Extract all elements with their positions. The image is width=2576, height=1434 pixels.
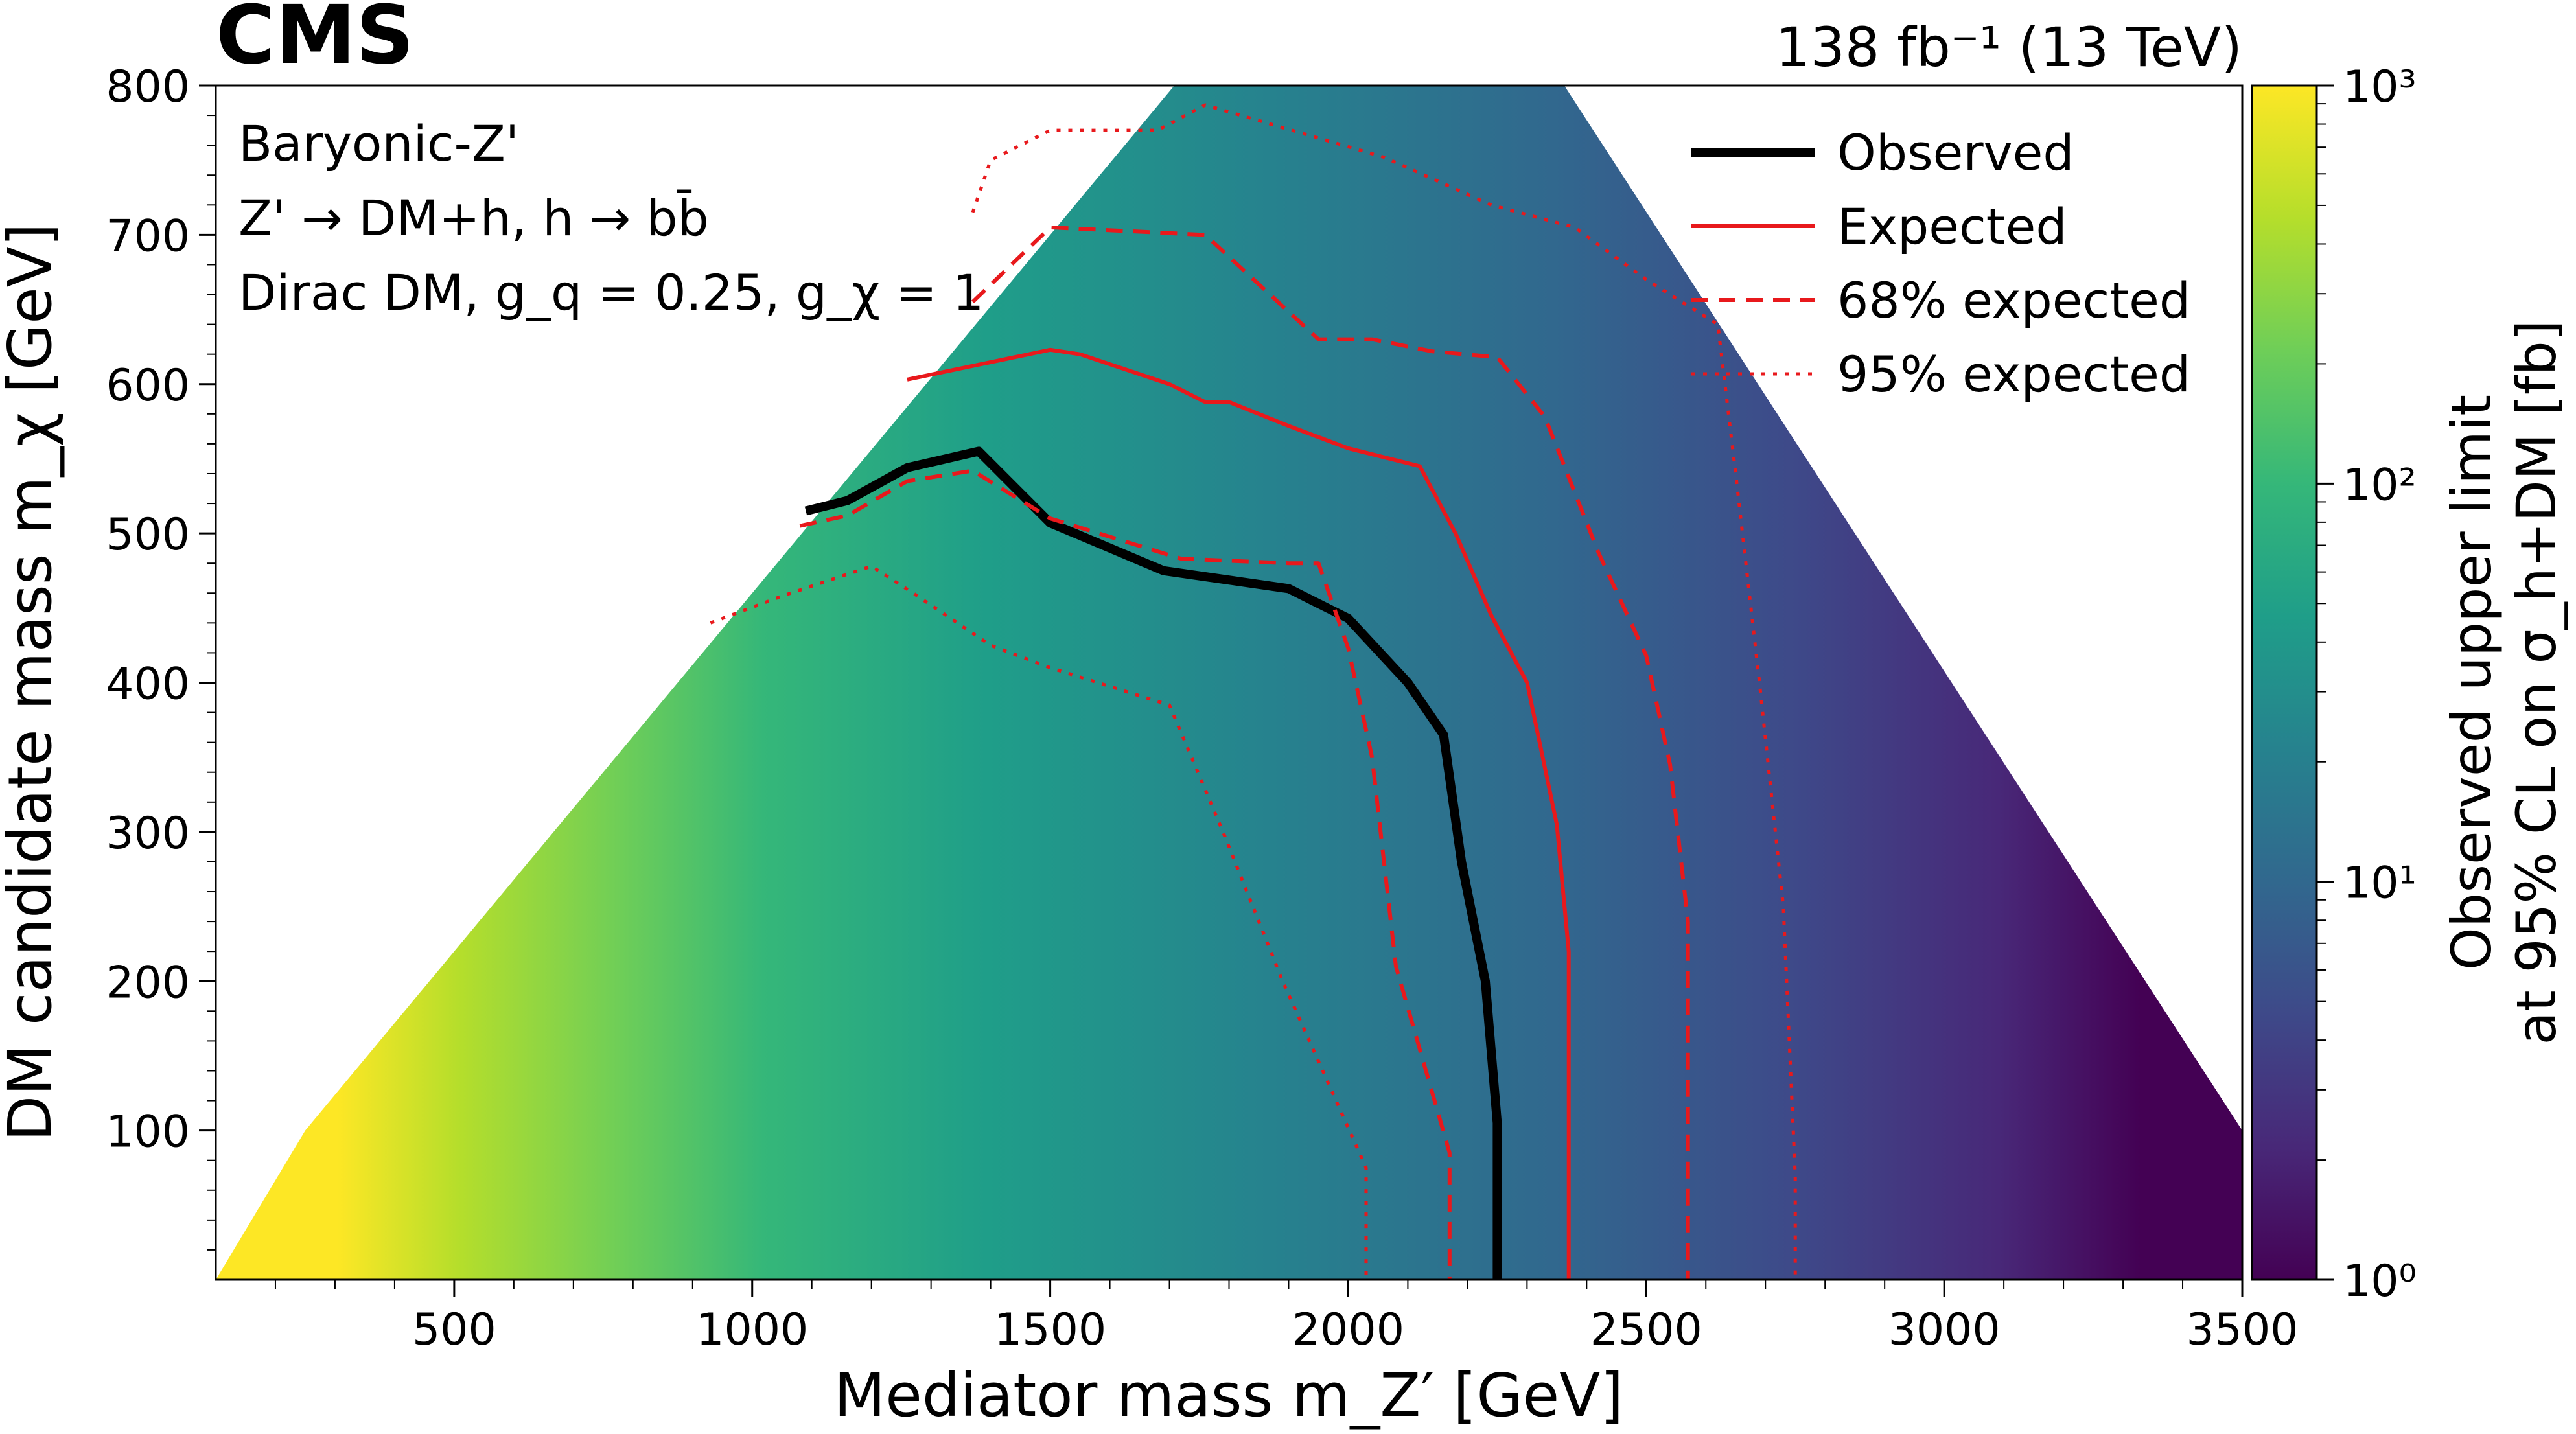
series-line-observed-1: [804, 446, 1502, 1280]
y-tick-label: 500: [106, 509, 190, 561]
model-line-1: Baryonic-Z': [238, 115, 519, 172]
lumi-label: 138 fb⁻¹ (13 TeV): [1776, 16, 2242, 79]
model-line-2: Z' → DM+h, h → bb̄: [238, 189, 709, 247]
x-tick-label: 2000: [1292, 1304, 1404, 1356]
y-axis-label: DM candidate mass m_χ [GeV]: [0, 223, 65, 1141]
y-tick-label: 100: [106, 1107, 190, 1158]
x-tick-label: 3500: [2186, 1304, 2298, 1356]
y-tick-label: 300: [106, 808, 190, 859]
x-tick-label: 3000: [1888, 1304, 2001, 1356]
legend-label: Observed: [1837, 124, 2074, 181]
y-tick-label: 200: [106, 957, 190, 1008]
colorbar-tick-label: 10³: [2343, 62, 2417, 113]
legend-label: Expected: [1837, 198, 2067, 255]
model-line-3: Dirac DM, g_q = 0.25, g_χ = 1: [238, 264, 984, 321]
y-tick-label: 400: [106, 659, 190, 710]
heatmap-region: [216, 86, 2242, 1280]
colorbar: [2251, 84, 2318, 1281]
colorbar-label-line-1: Observed upper limit: [2440, 395, 2503, 970]
limit-contours: [710, 103, 1797, 1280]
legend-label: 68% expected: [1837, 272, 2190, 329]
colorbar-label-line-2: at 95% CL on σ_h+DM [fb]: [2505, 319, 2568, 1045]
colorbar-tick-label: 10¹: [2343, 858, 2417, 909]
series-line-68-expected-2: [799, 468, 1452, 1280]
y-axis: 100 200 300 400 500 600 700 800: [106, 62, 216, 1251]
colorbar-tick-label: 10⁰: [2343, 1256, 2417, 1307]
x-tick-label: 500: [412, 1304, 496, 1356]
y-tick-label: 800: [106, 62, 190, 113]
series-line-68-expected-1: [971, 225, 1690, 1280]
x-tick-label: 2500: [1590, 1304, 1702, 1356]
x-tick-label: 1500: [994, 1304, 1106, 1356]
y-tick-label: 600: [106, 360, 190, 411]
experiment-label: CMS: [216, 0, 414, 82]
colorbar-axis: 10⁰ 10¹ 10² 10³: [2317, 62, 2417, 1307]
x-axis: 500 1000 1500 2000 2500 3000 3500: [274, 1280, 2299, 1356]
colorbar-tick-label: 10²: [2343, 459, 2417, 511]
legend: Observed Expected 68% expected 95% expected: [1691, 124, 2190, 403]
legend-label: 95% expected: [1837, 345, 2190, 403]
series-line-expected-1: [907, 347, 1571, 1280]
y-tick-label: 700: [106, 211, 190, 262]
heatmap-triangle: [216, 86, 2242, 1280]
x-tick-label: 1000: [696, 1304, 808, 1356]
x-axis-label: Mediator mass m_Z′ [GeV]: [834, 1361, 1623, 1430]
